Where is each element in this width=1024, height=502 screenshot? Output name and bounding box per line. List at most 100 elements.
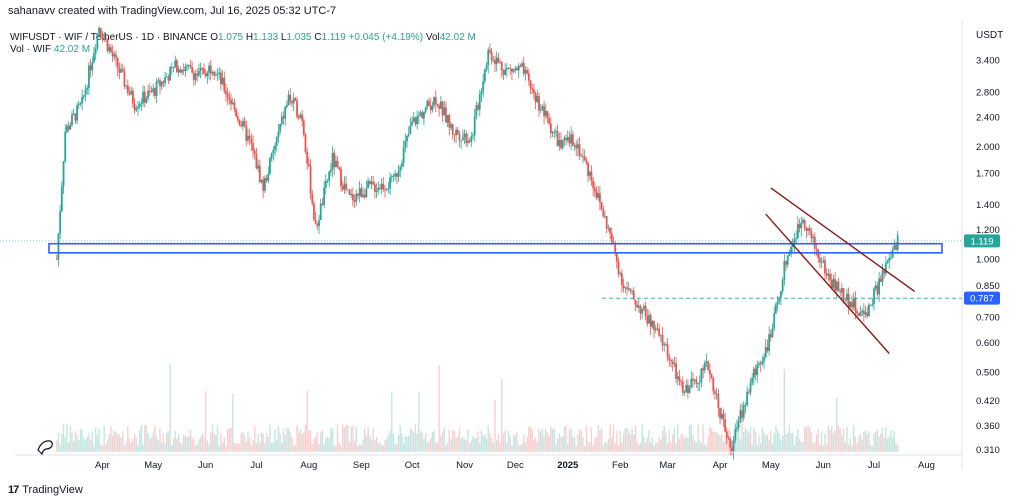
volume-bar bbox=[729, 429, 731, 452]
volume-bar bbox=[573, 437, 576, 452]
candle-body bbox=[693, 379, 696, 381]
volume-bar bbox=[648, 430, 650, 452]
candle-body bbox=[196, 73, 199, 76]
volume-bar bbox=[340, 445, 342, 452]
volume-bar bbox=[72, 441, 75, 452]
volume-bar bbox=[822, 445, 824, 452]
volume-bar bbox=[550, 425, 552, 452]
volume-bar bbox=[778, 433, 780, 452]
volume-bar bbox=[824, 433, 826, 452]
volume-bar bbox=[357, 445, 359, 452]
candle-body bbox=[379, 187, 381, 190]
volume-bar bbox=[413, 431, 415, 452]
volume-bar bbox=[614, 443, 616, 452]
candle-body bbox=[538, 96, 540, 111]
candle-body bbox=[154, 88, 156, 96]
volume-bar bbox=[259, 443, 261, 452]
volume-bar bbox=[803, 426, 806, 452]
x-tick-label: Nov bbox=[456, 460, 473, 471]
volume-bar bbox=[171, 445, 173, 452]
volume-bar bbox=[419, 430, 422, 452]
volume-bar bbox=[580, 430, 582, 452]
candle-body bbox=[861, 310, 864, 313]
candle-body bbox=[478, 94, 481, 110]
volume-bar bbox=[509, 436, 511, 452]
candle-body bbox=[384, 189, 386, 191]
candle-body bbox=[534, 93, 537, 102]
candle-body bbox=[380, 183, 383, 190]
candle-body bbox=[93, 53, 95, 63]
volume-bar bbox=[69, 425, 72, 452]
volume-bar bbox=[120, 437, 122, 452]
candle-body bbox=[835, 281, 838, 291]
volume-bar bbox=[423, 439, 425, 452]
candle-body bbox=[448, 114, 451, 128]
volume-bar bbox=[516, 432, 518, 452]
brand-footer[interactable]: 17 TradingView bbox=[8, 484, 83, 496]
volume-bar bbox=[182, 434, 185, 452]
volume-bar bbox=[683, 437, 686, 452]
candle-body bbox=[654, 328, 657, 331]
candle-body bbox=[558, 140, 561, 147]
volume-bar bbox=[817, 428, 819, 452]
candle-body bbox=[417, 115, 420, 117]
symbol-legend[interactable]: WIFUSDT · WIF / TetherUS · 1D · BINANCE … bbox=[10, 32, 476, 43]
candle-body bbox=[692, 378, 694, 381]
candle-body bbox=[377, 187, 380, 191]
volume-bar bbox=[506, 442, 508, 452]
candle-body bbox=[164, 77, 166, 84]
candle-body bbox=[637, 305, 640, 308]
volume-legend[interactable]: Vol · WIF 42.02 M bbox=[10, 44, 90, 55]
volume-bar bbox=[137, 445, 139, 452]
volume-bar bbox=[199, 436, 202, 452]
candle-body bbox=[160, 81, 163, 87]
volume-bar bbox=[543, 435, 545, 452]
candle-body bbox=[463, 133, 466, 137]
candle-body bbox=[761, 361, 764, 365]
candle-body bbox=[468, 140, 471, 142]
volume-bar bbox=[609, 424, 611, 452]
volume-bar bbox=[342, 424, 344, 452]
candle-body bbox=[176, 60, 178, 73]
candle-body bbox=[592, 180, 595, 189]
candle-body bbox=[676, 376, 679, 379]
volume-bar bbox=[795, 436, 797, 452]
volume-bar bbox=[517, 444, 520, 452]
volume-bar bbox=[825, 444, 828, 452]
volume-bar bbox=[338, 442, 341, 452]
candle-body bbox=[187, 65, 190, 66]
volume-bar bbox=[364, 428, 366, 452]
candle-body bbox=[55, 259, 58, 261]
volume-bar bbox=[186, 436, 188, 452]
volume-bar bbox=[108, 434, 110, 452]
volume-bar bbox=[665, 432, 667, 452]
volume-bar bbox=[127, 426, 129, 452]
volume-bar bbox=[633, 434, 635, 452]
volume-bar bbox=[465, 440, 467, 452]
candle-body bbox=[846, 293, 848, 301]
volume-bar bbox=[847, 444, 850, 452]
volume-bar bbox=[748, 432, 750, 452]
volume-bar bbox=[634, 425, 637, 452]
candle-body bbox=[573, 144, 576, 146]
volume-bar bbox=[758, 435, 760, 452]
x-tick-label: May bbox=[762, 460, 780, 471]
candle-body bbox=[226, 93, 229, 98]
candle-body bbox=[764, 347, 767, 358]
volume-bar bbox=[638, 444, 640, 452]
candle-body bbox=[544, 110, 547, 116]
volume-bar bbox=[426, 442, 429, 452]
volume-bar bbox=[621, 442, 623, 452]
candle-body bbox=[81, 96, 84, 103]
volume-bar bbox=[181, 443, 183, 452]
candle-body bbox=[857, 313, 860, 317]
volume-bar bbox=[839, 428, 841, 452]
candle-body bbox=[854, 298, 857, 312]
candle-body bbox=[357, 193, 359, 196]
candle-body bbox=[235, 109, 238, 117]
candle-body bbox=[659, 334, 662, 336]
candle-body bbox=[399, 166, 402, 171]
close-value: 1.119 bbox=[321, 32, 346, 43]
volume-bar bbox=[765, 435, 767, 452]
